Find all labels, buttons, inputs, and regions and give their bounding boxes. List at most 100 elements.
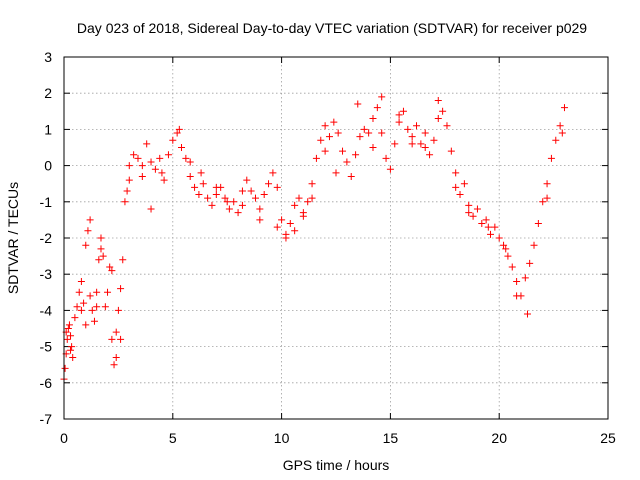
data-point <box>182 154 190 162</box>
data-point <box>186 158 194 166</box>
data-point <box>295 194 303 202</box>
data-point <box>278 216 286 224</box>
data-point <box>360 125 368 133</box>
data-point <box>143 140 151 148</box>
x-tick-label: 0 <box>60 430 68 446</box>
data-point <box>106 263 114 271</box>
data-point <box>151 165 159 173</box>
data-point <box>97 245 105 253</box>
data-point <box>391 140 399 148</box>
data-point <box>347 172 355 180</box>
data-point <box>526 259 534 267</box>
data-point <box>199 180 207 188</box>
data-point <box>65 321 73 329</box>
data-point <box>408 133 416 141</box>
y-tick-label: -4 <box>40 302 53 318</box>
data-point <box>88 306 96 314</box>
data-point <box>223 198 231 206</box>
y-tick-label: -3 <box>40 266 53 282</box>
data-point <box>332 169 340 177</box>
y-axis-label: SDTVAR / TECUs <box>5 182 21 294</box>
data-point <box>317 136 325 144</box>
data-point <box>68 343 76 351</box>
data-point <box>273 183 281 191</box>
data-point <box>117 335 125 343</box>
data-point <box>82 321 90 329</box>
data-point <box>138 172 146 180</box>
data-point <box>369 115 377 123</box>
data-point <box>204 194 212 202</box>
data-point <box>452 183 460 191</box>
data-point <box>447 147 455 155</box>
data-point <box>308 194 316 202</box>
data-point <box>491 223 499 231</box>
data-point <box>108 267 116 275</box>
data-point <box>77 277 85 285</box>
x-tick-label: 15 <box>383 430 399 446</box>
data-point <box>121 198 129 206</box>
data-point <box>299 212 307 220</box>
data-point <box>339 147 347 155</box>
y-tick-label: -1 <box>40 194 53 210</box>
data-point <box>93 288 101 296</box>
y-tick-label: 0 <box>44 158 52 174</box>
data-point <box>147 205 155 213</box>
y-tick-label: -2 <box>40 230 53 246</box>
data-point <box>354 100 362 108</box>
data-point <box>539 198 547 206</box>
data-point <box>134 154 142 162</box>
data-point <box>426 151 434 159</box>
data-point <box>417 140 425 148</box>
data-point <box>260 191 268 199</box>
data-point <box>321 122 329 130</box>
data-point <box>504 252 512 260</box>
data-point <box>119 256 127 264</box>
data-point <box>71 314 79 322</box>
data-point <box>291 201 299 209</box>
data-point <box>465 209 473 217</box>
data-point <box>352 151 360 159</box>
data-point <box>500 241 508 249</box>
data-point <box>330 118 338 126</box>
data-point <box>456 191 464 199</box>
data-point <box>147 158 155 166</box>
data-point <box>395 111 403 119</box>
data-point <box>158 169 166 177</box>
data-point <box>482 216 490 224</box>
data-point <box>386 165 394 173</box>
data-point <box>312 154 320 162</box>
y-tick-label: 2 <box>44 85 52 101</box>
data-point <box>484 223 492 231</box>
grid-lines <box>64 57 608 419</box>
data-point <box>421 144 429 151</box>
data-point <box>186 172 194 180</box>
data-point <box>75 288 83 296</box>
data-point <box>123 187 131 195</box>
data-point <box>469 212 477 220</box>
data-point <box>73 303 81 311</box>
data-point <box>325 133 333 141</box>
data-point <box>97 234 105 242</box>
data-point <box>221 194 229 202</box>
data-point <box>473 205 481 213</box>
data-point <box>243 176 251 184</box>
data-point <box>308 180 316 188</box>
data-point <box>382 154 390 162</box>
data-point <box>365 129 373 137</box>
data-point <box>117 285 125 293</box>
data-point <box>77 306 85 314</box>
data-point <box>86 216 94 224</box>
data-point <box>404 125 412 133</box>
data-point <box>421 129 429 137</box>
data-point <box>234 209 242 217</box>
data-point <box>369 144 377 151</box>
data-point <box>93 303 101 311</box>
data-point <box>286 220 294 228</box>
data-point <box>434 96 442 104</box>
data-point <box>256 216 264 224</box>
data-point <box>112 328 120 336</box>
data-point <box>99 252 107 260</box>
data-point <box>543 194 551 202</box>
data-point <box>502 245 510 253</box>
